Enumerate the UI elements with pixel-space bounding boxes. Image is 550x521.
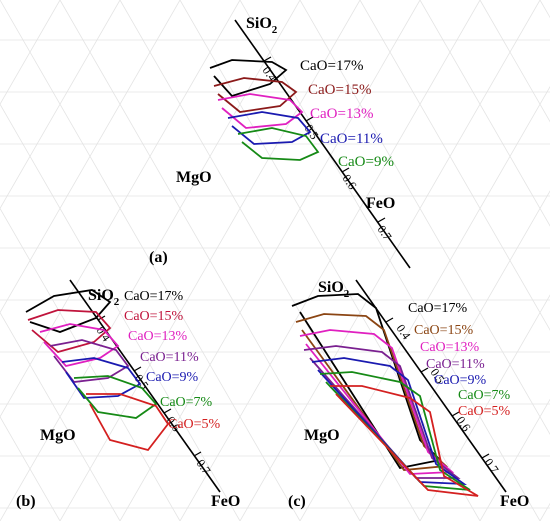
- series-curve-a-1: [213, 77, 298, 113]
- series-label-c-1: CaO=15%: [414, 323, 474, 338]
- series-curves-a: [209, 59, 320, 161]
- series-curve-a-0: [209, 59, 288, 98]
- ternary-axis-b: [69, 279, 221, 493]
- series-label-a-0: CaO=17%: [300, 58, 363, 74]
- series-curve-b-4: [61, 357, 142, 399]
- panel-label-a: (a): [149, 249, 168, 266]
- series-curve-b-1: [27, 309, 112, 353]
- series-curve-c-1: [295, 313, 449, 471]
- series-label-b-6: CaO=5%: [168, 417, 221, 432]
- tick-marks-c: [385, 317, 490, 459]
- tick-label-c-0: 0.4: [394, 322, 414, 342]
- series-label-a-4: CaO=9%: [338, 154, 394, 170]
- vertex-left-c: MgO: [304, 427, 340, 444]
- series-label-c-5: CaO=7%: [458, 388, 511, 403]
- series-label-b-5: CaO=7%: [160, 395, 213, 410]
- series-curve-a-3: [227, 111, 312, 145]
- series-curve-a-2: [217, 93, 304, 129]
- tick-marks-a: [263, 56, 386, 223]
- series-label-a-3: CaO=11%: [320, 131, 383, 147]
- series-label-c-3: CaO=11%: [426, 357, 485, 372]
- series-curve-c-2: [299, 329, 455, 475]
- series-curve-c-4: [311, 357, 468, 486]
- series-label-a-2: CaO=13%: [310, 106, 373, 122]
- series-label-c-0: CaO=17%: [408, 301, 468, 316]
- ternary-axis-c: [355, 279, 507, 493]
- vertex-left-b: MgO: [40, 427, 76, 444]
- series-label-b-4: CaO=9%: [146, 370, 199, 385]
- series-curve-a-4: [237, 127, 320, 161]
- vertex-top-c: SiO2: [318, 279, 350, 300]
- vertex-right-c: FeO: [500, 493, 529, 510]
- series-label-c-4: CaO=9%: [434, 373, 487, 388]
- vertex-top-a: SiO2: [246, 15, 278, 36]
- series-curve-b-0: [25, 289, 112, 333]
- vertex-left-a: MgO: [176, 169, 212, 186]
- panel-label-b: (b): [16, 493, 36, 510]
- vertex-right-b: FeO: [211, 493, 240, 510]
- series-label-b-2: CaO=13%: [128, 329, 188, 344]
- tick-label-a-2: 0.6: [340, 172, 360, 192]
- panel-label-c: (c): [288, 493, 306, 510]
- series-label-c-6: CaO=5%: [458, 404, 511, 419]
- series-label-a-1: CaO=15%: [308, 82, 371, 98]
- series-curve-c-6: [330, 385, 479, 497]
- vertex-right-a: FeO: [366, 195, 395, 212]
- series-curves-b: [25, 289, 170, 452]
- series-curves-c: [291, 293, 479, 497]
- series-curve-b-5: [73, 375, 158, 419]
- panel-b: 0.4 0.5 0.6 0.7 SiO2 MgO FeO (b) CaO=17%…: [16, 279, 240, 510]
- series-curve-c-5: [319, 371, 471, 491]
- series-curve-c-3: [303, 345, 461, 479]
- tick-label-a-3: 0.7: [375, 223, 395, 243]
- series-curve-b-6: [86, 393, 170, 452]
- series-label-c-2: CaO=13%: [420, 340, 480, 355]
- panel-a: 0.4 0.5 0.6 0.7 SiO2 MgO FeO (a) CaO=17%…: [149, 15, 411, 269]
- series-label-b-0: CaO=17%: [124, 289, 184, 304]
- panel-c: 0.4 0.5 0.6 0.7 SiO2 MgO FeO (c) CaO=17%…: [288, 279, 529, 510]
- series-label-b-1: CaO=15%: [124, 309, 184, 324]
- series-label-b-3: CaO=11%: [140, 350, 199, 365]
- tick-label-c-3: 0.7: [482, 456, 502, 476]
- series-curve-b-2: [39, 323, 120, 367]
